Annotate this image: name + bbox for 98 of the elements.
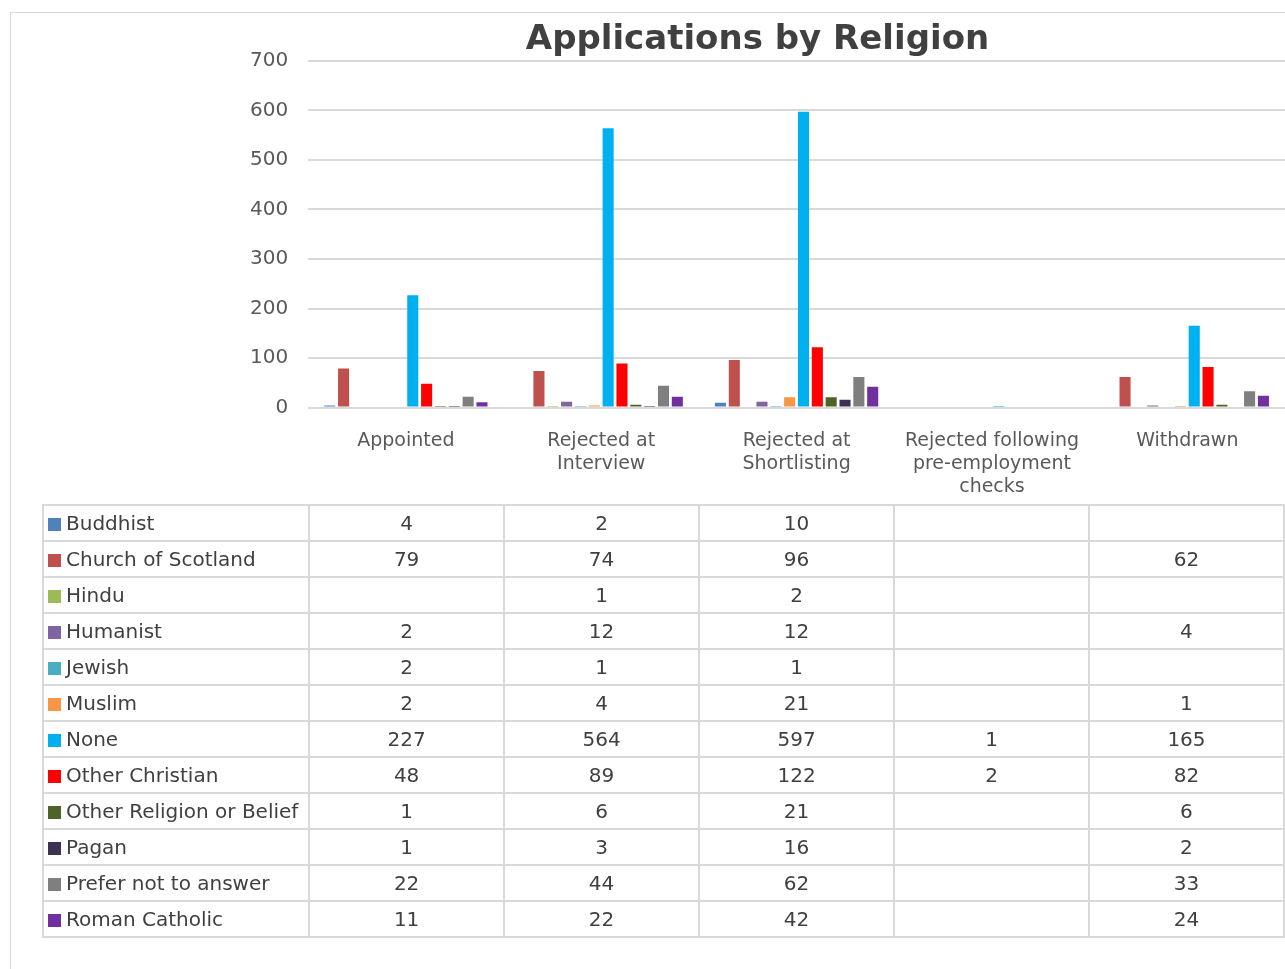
data-label: 4 bbox=[1088, 612, 1284, 649]
bar bbox=[853, 376, 865, 407]
data-label: 2 bbox=[309, 684, 505, 721]
legend-label: Church of Scotland bbox=[43, 540, 310, 577]
data-label: 3 bbox=[504, 828, 700, 865]
data-label: 10 bbox=[699, 504, 895, 541]
bar bbox=[421, 383, 433, 407]
data-label: 24 bbox=[1088, 900, 1284, 937]
data-label: 6 bbox=[504, 792, 700, 829]
legend-label: Other Christian bbox=[43, 756, 310, 793]
y-tick-label: 500 bbox=[249, 146, 289, 171]
data-label: 21 bbox=[699, 684, 895, 721]
bar bbox=[671, 396, 683, 407]
legend-label: Hindu bbox=[43, 576, 310, 613]
y-tick-label: 400 bbox=[249, 195, 289, 220]
data-label: 1 bbox=[504, 648, 700, 685]
data-label: 1 bbox=[309, 828, 505, 865]
bar bbox=[407, 295, 419, 407]
bar bbox=[867, 386, 879, 407]
legend-label: Buddhist bbox=[43, 504, 310, 541]
bar bbox=[602, 128, 614, 407]
data-label: 22 bbox=[309, 864, 505, 901]
bar bbox=[1202, 366, 1214, 407]
bar bbox=[533, 370, 545, 407]
data-label: 74 bbox=[504, 540, 700, 577]
data-label: 96 bbox=[699, 540, 895, 577]
legend-label: Jewish bbox=[43, 648, 310, 685]
y-tick-label: 300 bbox=[249, 245, 289, 270]
data-label: 2 bbox=[699, 576, 895, 613]
data-label: 1 bbox=[309, 792, 505, 829]
bar bbox=[756, 401, 768, 407]
bar bbox=[784, 397, 796, 407]
legend-label: Other Religion or Belief bbox=[43, 792, 310, 829]
data-label: 1 bbox=[699, 648, 895, 685]
y-tick-label: 100 bbox=[249, 344, 289, 369]
bar bbox=[1257, 395, 1269, 407]
data-label: 2 bbox=[1088, 828, 1284, 865]
legend-label: Prefer not to answer bbox=[43, 864, 310, 901]
bar bbox=[825, 397, 837, 407]
data-label: 6 bbox=[1088, 792, 1284, 829]
data-label: 165 bbox=[1088, 720, 1284, 757]
data-label: 227 bbox=[309, 720, 505, 757]
bar bbox=[1188, 325, 1200, 407]
bar bbox=[839, 399, 851, 407]
data-label: 44 bbox=[504, 864, 700, 901]
data-label: 21 bbox=[699, 792, 895, 829]
data-label: 2 bbox=[894, 756, 1089, 793]
data-label: 22 bbox=[504, 900, 700, 937]
data-label: 42 bbox=[699, 900, 895, 937]
data-label: 62 bbox=[1088, 540, 1284, 577]
x-tick-label: Appointed bbox=[357, 427, 455, 450]
data-label: 11 bbox=[309, 900, 505, 937]
legend-label: Humanist bbox=[43, 612, 310, 649]
x-tick-label: Rejected following pre-employment checks bbox=[904, 427, 1080, 496]
data-label: 122 bbox=[699, 756, 895, 793]
data-label: 4 bbox=[504, 684, 700, 721]
data-label: 1 bbox=[894, 720, 1089, 757]
data-label: 12 bbox=[699, 612, 895, 649]
data-label: 48 bbox=[309, 756, 505, 793]
bar bbox=[1119, 376, 1131, 407]
x-tick-label: Withdrawn bbox=[1136, 427, 1239, 450]
data-label: 2 bbox=[309, 612, 505, 649]
x-tick-label: Rejected at Shortlisting bbox=[742, 427, 851, 473]
data-label: 33 bbox=[1088, 864, 1284, 901]
data-label: 4 bbox=[309, 504, 505, 541]
y-tick-label: 200 bbox=[249, 294, 289, 319]
data-label: 1 bbox=[504, 576, 700, 613]
data-label: 564 bbox=[504, 720, 700, 757]
y-tick-label: 700 bbox=[249, 47, 289, 71]
bar bbox=[476, 402, 488, 407]
y-tick-label: 0 bbox=[275, 393, 289, 418]
data-label: 12 bbox=[504, 612, 700, 649]
data-label: 62 bbox=[699, 864, 895, 901]
data-label: 597 bbox=[699, 720, 895, 757]
bar bbox=[714, 402, 727, 407]
bar bbox=[797, 111, 810, 407]
bar bbox=[728, 360, 740, 407]
data-label: 89 bbox=[504, 756, 700, 793]
bar bbox=[462, 396, 474, 407]
bar bbox=[561, 401, 573, 407]
data-label: 79 bbox=[309, 540, 505, 577]
bar bbox=[616, 363, 628, 407]
bar bbox=[1244, 391, 1256, 407]
x-tick-label: Rejected at Interview bbox=[547, 427, 656, 473]
legend-label: None bbox=[43, 720, 310, 757]
bar bbox=[811, 347, 823, 407]
chart-title: Applications by Religion bbox=[525, 17, 990, 58]
data-label: 2 bbox=[504, 504, 700, 541]
data-label: 2 bbox=[309, 648, 505, 685]
bar bbox=[338, 368, 350, 407]
data-label: 16 bbox=[699, 828, 895, 865]
legend-label: Pagan bbox=[43, 828, 310, 865]
data-label: 1 bbox=[1088, 684, 1284, 721]
bar bbox=[657, 385, 670, 407]
legend-label: Roman Catholic bbox=[43, 900, 310, 937]
data-label: 82 bbox=[1088, 756, 1284, 793]
legend-label: Muslim bbox=[43, 684, 310, 721]
y-tick-label: 600 bbox=[249, 96, 289, 121]
